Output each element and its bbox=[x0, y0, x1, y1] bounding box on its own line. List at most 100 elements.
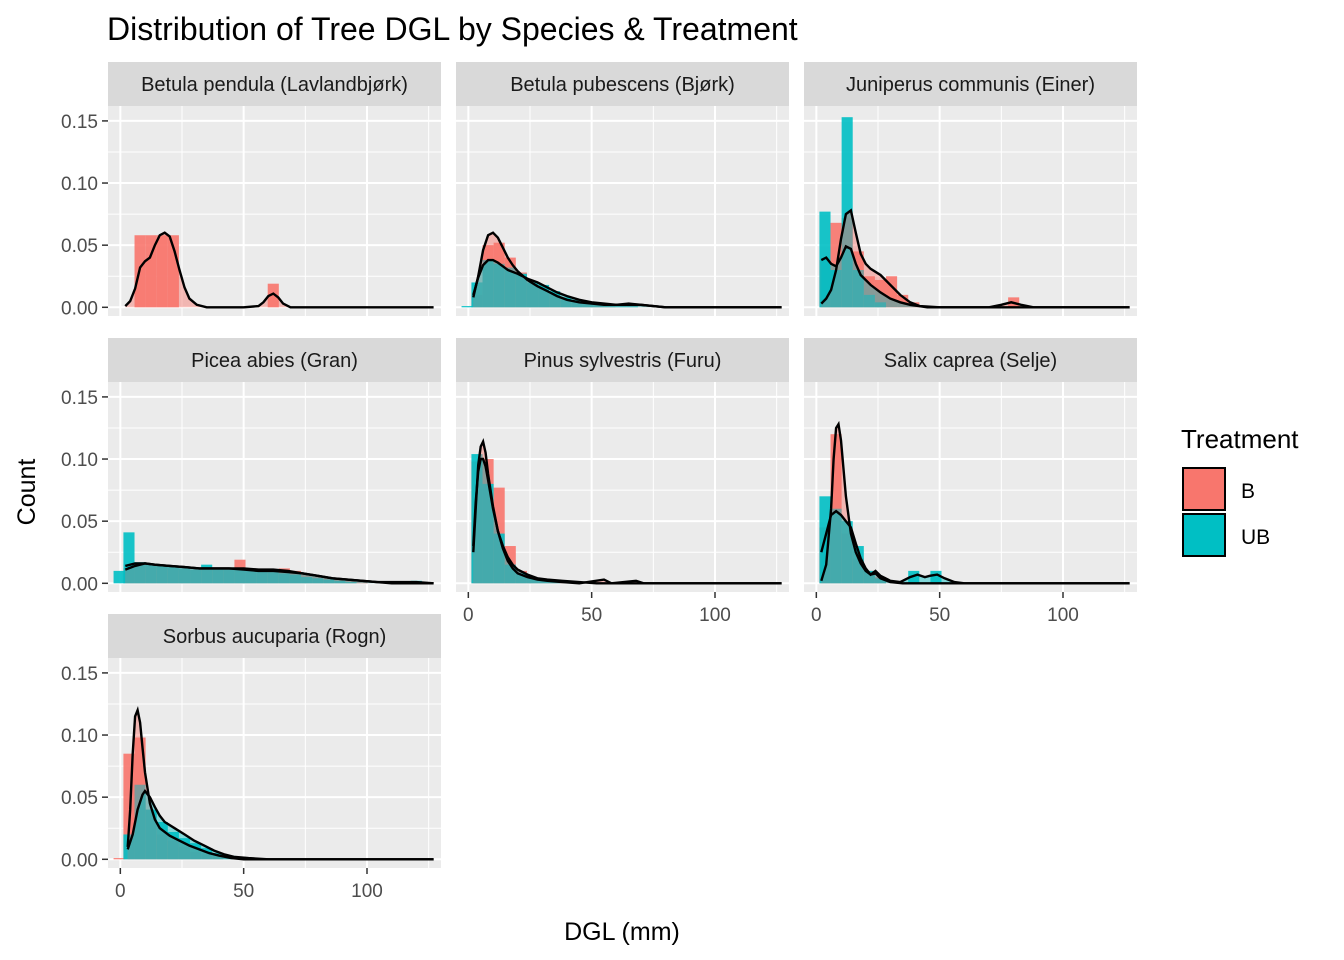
chart-title: Distribution of Tree DGL by Species & Tr… bbox=[107, 11, 798, 47]
density-area-ub bbox=[127, 791, 434, 860]
histogram-bar-ub bbox=[852, 270, 864, 308]
density-area-b bbox=[127, 710, 434, 860]
x-tick-label: 100 bbox=[699, 605, 731, 626]
legend-item-ub: UB bbox=[1182, 513, 1270, 557]
histogram-bar-ub bbox=[930, 570, 942, 584]
histogram-bar-ub bbox=[515, 573, 527, 584]
histogram-bar-ub bbox=[178, 838, 191, 860]
histogram-bar-ub bbox=[482, 260, 494, 308]
histogram-bar-b bbox=[156, 235, 168, 308]
histogram-bar-b bbox=[886, 276, 898, 308]
density-line-b bbox=[820, 208, 1130, 309]
x-axis-title: DGL (mm) bbox=[564, 918, 680, 946]
density-line-b bbox=[820, 420, 1130, 585]
histogram-bar-ub bbox=[212, 568, 224, 584]
y-tick-label: 0.15 bbox=[61, 388, 98, 409]
histogram-bar-ub bbox=[113, 570, 125, 584]
x-tick-label: 0 bbox=[811, 605, 822, 626]
histogram-bar-ub bbox=[874, 578, 887, 584]
density-line-b bbox=[124, 231, 434, 309]
histogram-bar-ub bbox=[852, 546, 864, 584]
legend-label-ub: UB bbox=[1241, 526, 1270, 549]
density-line-ub bbox=[820, 509, 1130, 585]
facet-strip bbox=[456, 338, 789, 382]
facet-strip bbox=[804, 62, 1137, 106]
density-line-ub bbox=[820, 244, 1130, 309]
histogram-bar-ub bbox=[256, 570, 268, 584]
legend-key-b bbox=[1182, 467, 1226, 511]
legend: Treatment B UB bbox=[1181, 424, 1299, 557]
histogram-bar-b bbox=[167, 235, 179, 308]
histogram-bar-ub bbox=[504, 267, 516, 308]
histogram-bar-ub bbox=[312, 578, 324, 584]
histogram-bar-ub bbox=[526, 578, 539, 584]
histogram-bar-ub bbox=[515, 273, 527, 308]
histogram-bar-ub bbox=[267, 572, 279, 584]
histogram-bar-ub bbox=[134, 784, 146, 860]
histogram-bar-ub bbox=[830, 508, 842, 584]
histogram-bar-ub bbox=[167, 567, 179, 584]
histogram-bar-ub bbox=[493, 263, 505, 308]
histogram-bar-b bbox=[863, 276, 875, 308]
x-tick-label: 50 bbox=[233, 881, 254, 902]
density-line-ub bbox=[472, 457, 782, 585]
histogram-bar-ub bbox=[615, 306, 627, 308]
density-line-ub bbox=[472, 258, 782, 309]
histogram-bar-ub bbox=[604, 304, 616, 308]
y-tick-label: 0.05 bbox=[61, 512, 98, 533]
density-line-ub bbox=[125, 562, 434, 585]
legend-key-ub bbox=[1182, 513, 1226, 557]
histogram-bar-ub bbox=[123, 532, 135, 584]
histogram-bar-b bbox=[123, 753, 135, 860]
panel-background bbox=[108, 382, 441, 592]
density-area-ub bbox=[473, 459, 782, 584]
histogram-bar-ub bbox=[471, 454, 483, 584]
histogram-bar-ub bbox=[482, 483, 494, 584]
histogram-bar-ub bbox=[223, 569, 235, 584]
histogram-bar-ub bbox=[289, 574, 302, 584]
histogram-bar-ub bbox=[471, 282, 483, 308]
histogram-bar-ub bbox=[134, 562, 146, 584]
histogram-bar-ub bbox=[178, 568, 191, 584]
x-tick-label: 0 bbox=[115, 881, 126, 902]
histogram-bar-ub bbox=[156, 822, 168, 860]
y-tick-label: 0.00 bbox=[61, 298, 98, 319]
y-tick-label: 0.05 bbox=[61, 236, 98, 257]
histogram-bar-ub bbox=[323, 579, 335, 584]
facet-panel: Betula pubescens (Bjørk) bbox=[456, 62, 789, 316]
histogram-bar-ub bbox=[526, 282, 539, 308]
histogram-bar-ub bbox=[571, 299, 583, 308]
density-area-b bbox=[125, 232, 434, 308]
histogram-bar-ub bbox=[841, 521, 853, 584]
facet-strip-label: Sorbus aucuparia (Rogn) bbox=[163, 626, 386, 648]
facet-strip-label: Betula pendula (Lavlandbjørk) bbox=[141, 74, 408, 96]
density-line-b bbox=[126, 706, 434, 861]
density-area-b bbox=[473, 441, 782, 584]
x-tick-label: 0 bbox=[463, 605, 474, 626]
density-area-ub bbox=[125, 563, 434, 584]
facet-panel: Juniperus communis (Einer) bbox=[804, 62, 1137, 316]
histogram-bar-b bbox=[145, 235, 157, 308]
histogram-bar-b bbox=[897, 294, 909, 308]
y-tick-label: 0.00 bbox=[61, 850, 98, 871]
histogram-bar-ub bbox=[201, 564, 213, 584]
density-area-ub bbox=[473, 260, 782, 308]
facet-strip-label: Salix caprea (Selje) bbox=[884, 350, 1057, 372]
histogram-bar-ub bbox=[234, 569, 246, 584]
histogram-bar-ub bbox=[167, 831, 179, 860]
histogram-bar-ub bbox=[145, 564, 157, 584]
histogram-bar-ub bbox=[863, 570, 875, 584]
density-line-ub bbox=[126, 788, 434, 861]
histogram-bar-ub bbox=[582, 302, 594, 308]
y-tick-label: 0.05 bbox=[61, 788, 98, 809]
histogram-bar-ub bbox=[156, 565, 168, 584]
facet-strip-label: Picea abies (Gran) bbox=[191, 350, 358, 372]
y-tick-label: 0.10 bbox=[61, 726, 98, 747]
histogram-bar-b bbox=[830, 434, 842, 584]
density-area-b bbox=[821, 424, 1130, 584]
histogram-bar-b bbox=[113, 858, 125, 860]
histogram-bar-ub bbox=[245, 570, 257, 584]
facet-strip bbox=[108, 62, 441, 106]
legend-item-b: B bbox=[1182, 467, 1255, 511]
